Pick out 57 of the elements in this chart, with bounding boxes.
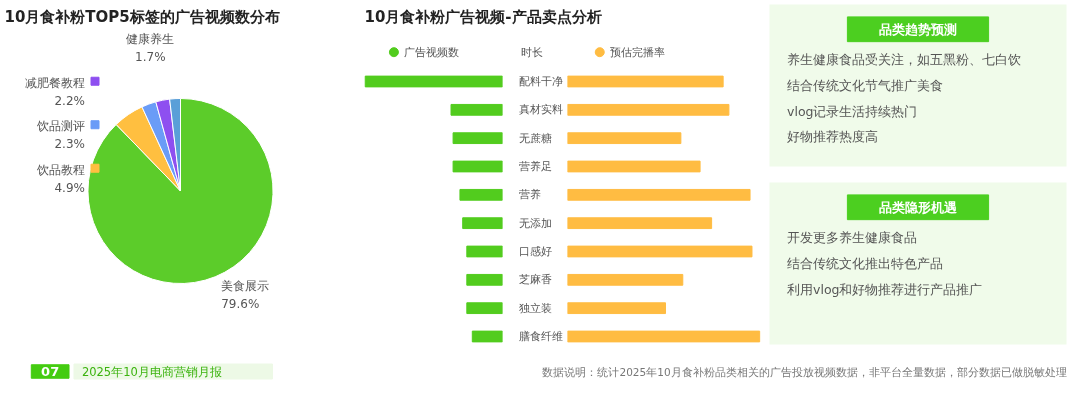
text: 品类趋势预测 (879, 21, 957, 37)
bar (450, 103, 503, 116)
text: 品类隐形机遇 (879, 199, 958, 215)
chart-title: 10月食补粉TOP5标签的广告视频数分布 (4, 7, 280, 26)
text: 利用vlog和好物推荐进行产品推广 (787, 281, 983, 297)
bar (471, 330, 503, 343)
y-tick-label: 营养足 (518, 160, 552, 173)
bar (364, 75, 503, 88)
bar (567, 75, 724, 88)
y-tick-label: 独立装 (518, 301, 552, 315)
bar (567, 188, 751, 201)
bar (452, 160, 503, 173)
text: 养生健康食品受关注，如五黑粉、七白饮 (787, 52, 1022, 68)
y-tick-label: 无蔗糖 (518, 131, 552, 145)
text: 结合传统文化节气推广美食 (787, 78, 944, 93)
y-tick-label: 配料干净 (518, 75, 563, 88)
text: 开发更多养生健康食品 (787, 230, 918, 246)
y-tick-label: 营养 (518, 188, 541, 202)
y-tick-label: 膳食纤维 (518, 330, 563, 343)
legend-label: 广告视频数 (403, 45, 459, 59)
bar (567, 132, 682, 145)
bar (567, 273, 684, 286)
bar (466, 302, 503, 315)
y-tick-label: 口感好 (518, 245, 552, 258)
text: vlog记录生活持续热门 (787, 103, 918, 119)
bar (567, 217, 713, 230)
bar (567, 330, 761, 343)
y-tick-label: 芝麻香 (518, 273, 552, 287)
slice-label: 健康养生 (126, 32, 175, 47)
text: 2025年10月电商营销月报 (81, 364, 222, 379)
chart-title: 10月食补粉广告视频-产品卖点分析 (364, 7, 602, 26)
bar (462, 217, 503, 230)
bar (567, 103, 730, 116)
bar (466, 273, 503, 286)
text: 好物推荐热度高 (787, 129, 879, 145)
slice-label: 美食展示 (221, 278, 270, 293)
bar (459, 188, 503, 201)
legend-label: 减肥餐教程 (24, 75, 85, 90)
bar (466, 245, 503, 258)
bar (567, 160, 701, 173)
y-tick-label: 真材实料 (518, 103, 563, 117)
data-label: 1.7% (135, 50, 166, 65)
text: 结合传统文化推出特色产品 (787, 256, 944, 271)
y-tick-label: 无添加 (518, 216, 552, 230)
bar (567, 245, 753, 258)
bar (567, 302, 666, 315)
legend-label: 饮品教程 (35, 162, 85, 177)
data-label: 79.6% (221, 296, 260, 311)
legend-label: 预估完播率 (609, 45, 665, 59)
data-label: 2.2% (54, 93, 85, 108)
data-label: 2.3% (54, 137, 85, 152)
text: 07 (41, 364, 60, 379)
legend-label: 饮品测评 (35, 119, 85, 134)
data-label: 4.9% (54, 180, 85, 195)
text: 时长 (521, 45, 544, 59)
text: 数据说明：统计2025年10月食补粉品类相关的广告投放视频数据，非平台全量数据，部分数据已做脱敏处理 (542, 365, 1067, 378)
bar (452, 132, 503, 145)
